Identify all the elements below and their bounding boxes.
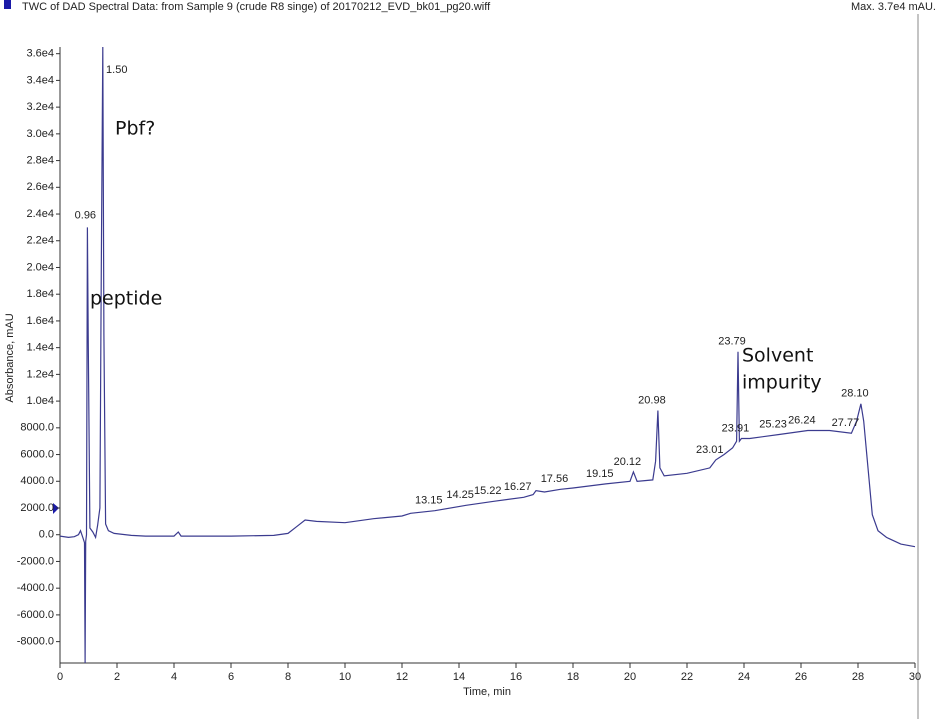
x-tick-label: 18 [567, 671, 579, 683]
peak-label: 25.23 [759, 418, 787, 430]
y-axis-title: Absorbance, mAU [4, 313, 16, 402]
peak-label: 27.77 [832, 417, 860, 429]
x-tick-label: 28 [852, 671, 864, 683]
annotation: peptide [90, 288, 162, 310]
x-tick-label: 10 [339, 671, 351, 683]
x-tick-label: 12 [396, 671, 408, 683]
y-tick-label: 2.4e4 [26, 208, 54, 220]
y-tick-label: 2.0e4 [26, 261, 54, 273]
y-tick-label: 3.6e4 [26, 48, 54, 60]
x-tick-label: 2 [114, 671, 120, 683]
y-tick-label: 2.2e4 [26, 235, 54, 247]
x-tick-label: 14 [453, 671, 465, 683]
x-tick-label: 6 [228, 671, 234, 683]
x-tick-label: 30 [909, 671, 921, 683]
peak-label: 16.27 [504, 481, 532, 493]
peak-label: 23.91 [722, 422, 750, 434]
y-tick-label: 2.6e4 [26, 181, 54, 193]
x-tick-label: 0 [57, 671, 63, 683]
peak-label: 28.10 [841, 388, 869, 400]
y-tick-label: 0.0 [39, 529, 54, 541]
max-label: Max. 3.7e4 mAU. [851, 1, 936, 13]
peak-label: 1.50 [106, 64, 127, 76]
y-tick-label: 1.8e4 [26, 288, 54, 300]
chart-title: TWC of DAD Spectral Data: from Sample 9 … [22, 1, 491, 13]
y-tick-label: 1.4e4 [26, 342, 54, 354]
annotation: Pbf? [115, 118, 155, 140]
peak-label: 23.01 [696, 444, 724, 456]
peak-label: 20.98 [638, 394, 666, 406]
y-tick-label: 4000.0 [20, 475, 54, 487]
peak-label: 17.56 [541, 473, 569, 485]
x-tick-label: 20 [624, 671, 636, 683]
y-tick-label: 3.0e4 [26, 128, 54, 140]
trace-line [60, 47, 916, 664]
y-tick-label: 2.8e4 [26, 154, 54, 166]
y-tick-label: -6000.0 [17, 609, 54, 621]
peak-label: 19.15 [586, 468, 614, 480]
x-tick-label: 8 [285, 671, 291, 683]
peak-label: 26.24 [788, 414, 816, 426]
y-tick-label: -8000.0 [17, 636, 54, 648]
x-tick-label: 26 [795, 671, 807, 683]
peak-label: 20.12 [614, 456, 642, 468]
y-tick-label: 2000.0 [20, 502, 54, 514]
x-tick-label: 22 [681, 671, 693, 683]
y-tick-label: 1.2e4 [26, 368, 54, 380]
header-icon [4, 0, 11, 9]
y-tick-label: 3.2e4 [26, 101, 54, 113]
x-tick-label: 4 [171, 671, 177, 683]
y-tick-label: 1.6e4 [26, 315, 54, 327]
y-tick-label: 3.4e4 [26, 74, 54, 86]
y-tick-label: 8000.0 [20, 422, 54, 434]
peak-label: 23.79 [718, 336, 746, 348]
y-tick-label: -4000.0 [17, 582, 54, 594]
peak-label: 0.96 [75, 209, 96, 221]
peak-label: 15.22 [474, 485, 502, 497]
y-tick-label: -2000.0 [17, 555, 54, 567]
y-tick-label: 6000.0 [20, 448, 54, 460]
peak-label: 13.15 [415, 495, 443, 507]
y-tick-label: 1.0e4 [26, 395, 54, 407]
x-tick-label: 24 [738, 671, 750, 683]
y-marker [53, 503, 59, 514]
peak-label: 14.25 [446, 489, 474, 501]
annotation: Solvent [742, 345, 813, 367]
x-axis-title: Time, min [463, 686, 511, 698]
annotation: impurity [742, 372, 822, 394]
x-tick-label: 16 [510, 671, 522, 683]
